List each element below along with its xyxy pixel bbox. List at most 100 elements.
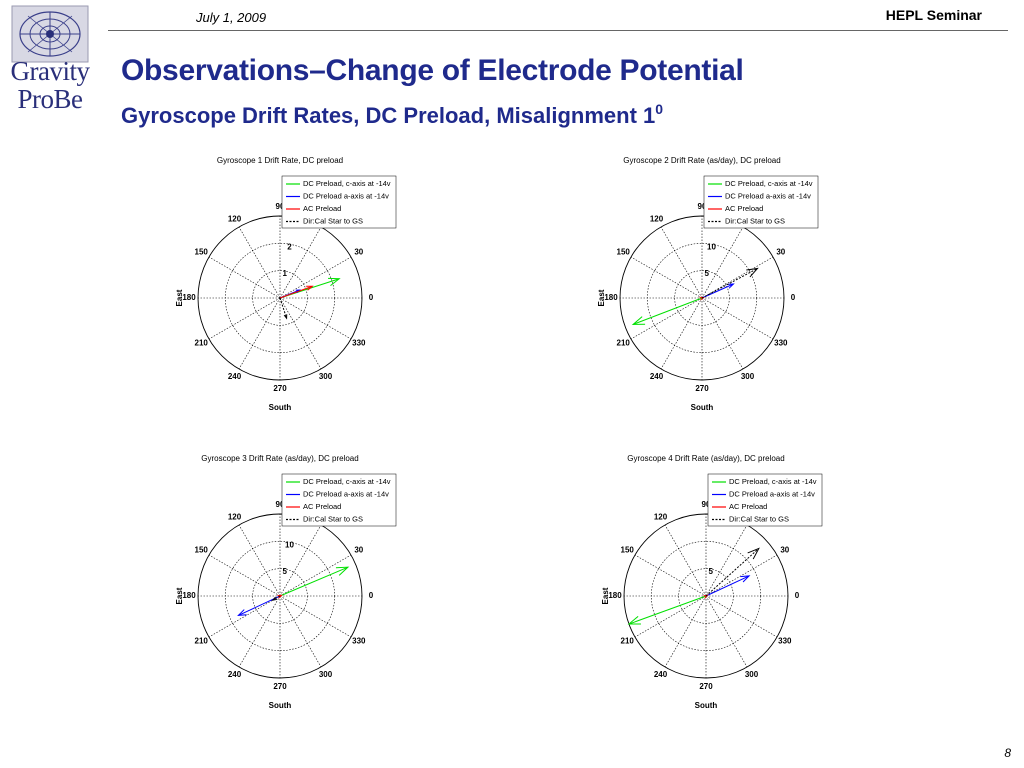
arrow-head (335, 566, 350, 576)
polar-spoke (705, 554, 778, 597)
arrow-head (747, 547, 760, 560)
arrow-head (727, 283, 735, 289)
polar-spoke (279, 524, 322, 597)
angle-tick-label: 330 (352, 637, 366, 646)
legend-box (703, 175, 819, 229)
angle-tick-label: 180 (608, 591, 622, 600)
y-axis-label: East (175, 587, 184, 604)
polar-spoke (279, 297, 352, 340)
arrow-shaft (632, 297, 703, 325)
legend-label: DC Preload a-axis at -14v (725, 191, 811, 200)
series-arrow (705, 575, 751, 597)
polar-spoke (630, 297, 703, 340)
angle-tick-label: 300 (319, 372, 333, 381)
y-axis-label: East (597, 289, 606, 306)
polar-spoke (208, 297, 281, 340)
polar-spoke (238, 595, 281, 668)
angle-tick-label: 330 (774, 339, 788, 348)
y-axis-label: East (601, 587, 610, 604)
angle-tick-label: 90 (698, 202, 707, 211)
angle-tick-label: 150 (195, 248, 209, 257)
angle-tick-label: 30 (776, 248, 785, 257)
arrow-head (283, 314, 288, 320)
polar-chart-gyro-1: Gyroscope 1 Drift Rate, DC preload 90 120 1… (130, 152, 430, 452)
polar-chart-gyro-4-svg: Gyroscope 4 Drift Rate (as/day), DC prel… (601, 454, 823, 710)
polar-spoke (208, 554, 281, 597)
legend-box (707, 473, 823, 527)
radial-tick-label: 10 (285, 540, 294, 549)
angle-tick-label: 150 (195, 546, 209, 555)
arrow-shaft (628, 595, 707, 625)
arrow-head (277, 594, 283, 599)
polar-spoke (660, 297, 703, 370)
legend-label: DC Preload a-axis at -14v (303, 191, 389, 200)
angle-tick-label: 90 (702, 500, 711, 509)
chart-title: Gyroscope 2 Drift Rate (as/day), DC prel… (623, 156, 780, 165)
chart-title: Gyroscope 4 Drift Rate (as/day), DC prel… (627, 454, 784, 463)
series-arrow (701, 283, 735, 299)
angle-tick-label: 0 (795, 591, 800, 600)
arrow-head (237, 609, 247, 617)
polar-chart-gyro-3-svg: Gyroscope 3 Drift Rate (as/day), DC prel… (175, 454, 397, 710)
header-divider (108, 30, 1008, 31)
legend-label: DC Preload, c-axis at -14v (303, 179, 391, 188)
header-seminar: HEPL Seminar (885, 7, 982, 23)
polar-spoke (238, 297, 281, 370)
polar-spoke (279, 554, 352, 597)
polar-spoke (705, 595, 748, 668)
legend-label: AC Preload (303, 502, 341, 511)
legend-label: AC Preload (725, 204, 763, 213)
arrow-shaft (272, 595, 281, 601)
angle-tick-label: 150 (617, 248, 631, 257)
subtitle-text: Gyroscope Drift Rates, DC Preload, Misal… (121, 103, 656, 128)
arrow-shaft (705, 575, 750, 597)
arrow-head (306, 285, 314, 291)
angle-tick-label: 90 (276, 202, 285, 211)
polar-spoke (701, 226, 744, 299)
polar-spoke (664, 524, 707, 597)
polar-chart-gyro-2-svg: Gyroscope 2 Drift Rate (as/day), DC prel… (597, 156, 819, 412)
series-arrow (631, 297, 703, 325)
angle-tick-label: 120 (654, 512, 668, 521)
angle-tick-label: 30 (354, 546, 363, 555)
legend-label: DC Preload a-axis at -14v (303, 489, 389, 498)
angle-tick-label: 210 (195, 637, 209, 646)
angle-tick-label: 270 (699, 682, 713, 691)
legend-box (281, 473, 397, 527)
page-number: 8 (1004, 746, 1011, 760)
legend-box (281, 175, 397, 229)
legend-label: DC Preload, c-axis at -14v (729, 477, 817, 486)
arrow-shaft (279, 566, 349, 597)
arrow-head (746, 267, 759, 278)
polar-spoke (279, 595, 322, 668)
x-axis-label: South (691, 403, 714, 412)
slide-subtitle: Gyroscope Drift Rates, DC Preload, Misal… (121, 101, 664, 129)
angle-tick-label: 270 (695, 384, 709, 393)
angle-tick-label: 270 (273, 384, 287, 393)
angle-tick-label: 30 (780, 546, 789, 555)
arrow-head (271, 596, 277, 601)
polar-chart-gyro-2: Gyroscope 2 Drift Rate (as/day), DC prel… (552, 152, 852, 452)
angle-tick-label: 240 (228, 670, 242, 679)
legend-label: DC Preload a-axis at -14v (729, 489, 815, 498)
angle-tick-label: 330 (352, 339, 366, 348)
angle-tick-label: 240 (654, 670, 668, 679)
arrow-shaft (701, 268, 758, 299)
angle-tick-label: 300 (745, 670, 759, 679)
angle-tick-label: 300 (741, 372, 755, 381)
polar-spoke (279, 297, 322, 370)
polar-chart-gyro-3: Gyroscope 3 Drift Rate (as/day), DC prel… (130, 450, 430, 750)
legend-label: Dir:Cal Star to GS (729, 514, 789, 523)
y-axis-label: East (175, 289, 184, 306)
x-axis-label: South (269, 403, 292, 412)
arrow-head (328, 277, 341, 287)
radial-tick-label: 1 (283, 269, 288, 278)
angle-tick-label: 0 (791, 293, 796, 302)
polar-spoke (705, 524, 748, 597)
subtitle-superscript: 0 (655, 101, 664, 117)
polar-chart-gyro-1-svg: Gyroscope 1 Drift Rate, DC preload901201… (175, 156, 397, 412)
arrow-shaft (279, 285, 313, 299)
angle-tick-label: 180 (182, 591, 196, 600)
x-axis-label: South (695, 701, 718, 710)
angle-tick-label: 120 (228, 512, 242, 521)
